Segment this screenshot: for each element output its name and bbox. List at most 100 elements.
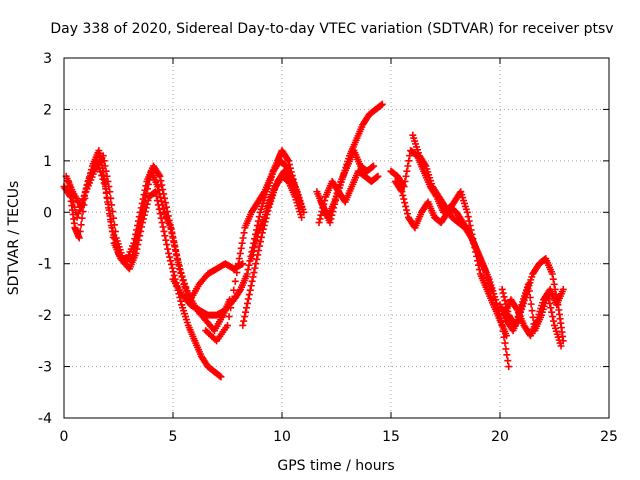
data-point xyxy=(110,221,118,229)
x-tick-label: 10 xyxy=(273,429,291,445)
data-point xyxy=(132,236,140,244)
data-point xyxy=(399,191,407,199)
data-point xyxy=(135,224,143,232)
data-point xyxy=(549,275,557,283)
data-point xyxy=(245,261,253,269)
data-point xyxy=(487,285,495,293)
data-point xyxy=(234,260,242,268)
data-point xyxy=(550,280,558,288)
data-point xyxy=(174,258,182,266)
data-point xyxy=(108,201,116,209)
data-point xyxy=(246,286,254,294)
data-point xyxy=(105,206,113,214)
data-point xyxy=(248,277,256,285)
data-point xyxy=(503,351,511,359)
data-point xyxy=(243,270,251,278)
data-point xyxy=(503,332,511,340)
chart-title: Day 338 of 2020, Sidereal Day-to-day VTE… xyxy=(50,21,613,37)
series-trace-p xyxy=(498,280,565,350)
axis-ticks: 0 5 10 15 20 25 -4 -3 -2 -1 0 1 2 3 xyxy=(38,51,618,445)
data-point xyxy=(166,253,174,261)
data-point xyxy=(300,208,308,216)
data-point xyxy=(163,241,171,249)
y-tick-label: 3 xyxy=(43,51,52,67)
data-point xyxy=(107,194,115,202)
data-point xyxy=(421,161,429,169)
data-point xyxy=(102,167,110,175)
data-point xyxy=(284,155,292,163)
data-point xyxy=(247,255,255,263)
data-point xyxy=(240,229,248,237)
data-point xyxy=(526,294,534,302)
data-point xyxy=(529,313,537,321)
series-trace-j xyxy=(317,147,378,221)
data-point xyxy=(501,296,509,304)
data-point xyxy=(74,210,82,218)
data-point xyxy=(104,177,112,185)
data-point xyxy=(171,246,179,254)
data-points xyxy=(60,100,567,381)
data-point xyxy=(401,199,409,207)
data-point xyxy=(142,194,150,202)
data-point xyxy=(370,162,378,170)
data-point xyxy=(157,177,165,185)
data-point xyxy=(64,177,72,185)
data-point xyxy=(286,164,294,172)
data-point xyxy=(257,238,265,246)
data-point xyxy=(403,206,411,214)
data-point xyxy=(69,198,77,206)
data-point xyxy=(316,215,324,223)
data-point xyxy=(548,270,556,278)
data-point xyxy=(79,208,87,216)
data-point xyxy=(178,273,186,281)
data-point xyxy=(242,304,250,312)
data-point xyxy=(157,214,165,222)
data-point xyxy=(169,233,177,241)
data-point xyxy=(503,304,511,312)
data-point xyxy=(100,157,108,165)
data-point xyxy=(129,251,137,259)
data-point xyxy=(397,186,405,194)
y-axis-label: SDTVAR / TECUs xyxy=(6,181,22,296)
data-point xyxy=(233,269,241,277)
data-point xyxy=(225,313,233,321)
data-point xyxy=(524,280,532,288)
data-point xyxy=(251,240,259,248)
data-point xyxy=(100,179,108,187)
data-point xyxy=(156,172,164,180)
data-point xyxy=(99,175,107,183)
data-point xyxy=(240,317,248,325)
data-point xyxy=(138,211,146,219)
x-tick-label: 0 xyxy=(60,429,69,445)
data-point xyxy=(401,177,409,185)
data-point xyxy=(402,202,410,210)
series-trace-c xyxy=(64,152,247,304)
data-point xyxy=(559,285,567,293)
data-point xyxy=(260,189,268,197)
data-point xyxy=(167,224,175,232)
data-point xyxy=(244,295,252,303)
data-point xyxy=(140,202,148,210)
data-point xyxy=(398,188,406,196)
data-point xyxy=(172,250,180,258)
data-point xyxy=(162,236,170,244)
x-tick-label: 20 xyxy=(491,429,509,445)
data-point xyxy=(378,100,386,108)
data-point xyxy=(402,172,410,180)
data-point xyxy=(170,237,178,245)
x-axis-label: GPS time / hours xyxy=(277,458,394,474)
data-point xyxy=(527,300,535,308)
data-point xyxy=(171,241,179,249)
data-point xyxy=(237,244,245,252)
data-point xyxy=(501,339,509,347)
data-point xyxy=(528,307,536,315)
data-point xyxy=(252,236,260,244)
data-point xyxy=(79,195,87,203)
data-point xyxy=(405,157,413,165)
data-point xyxy=(250,244,258,252)
grid xyxy=(64,58,609,418)
x-tick-label: 25 xyxy=(600,429,618,445)
data-point xyxy=(285,161,293,169)
data-point xyxy=(557,342,565,350)
